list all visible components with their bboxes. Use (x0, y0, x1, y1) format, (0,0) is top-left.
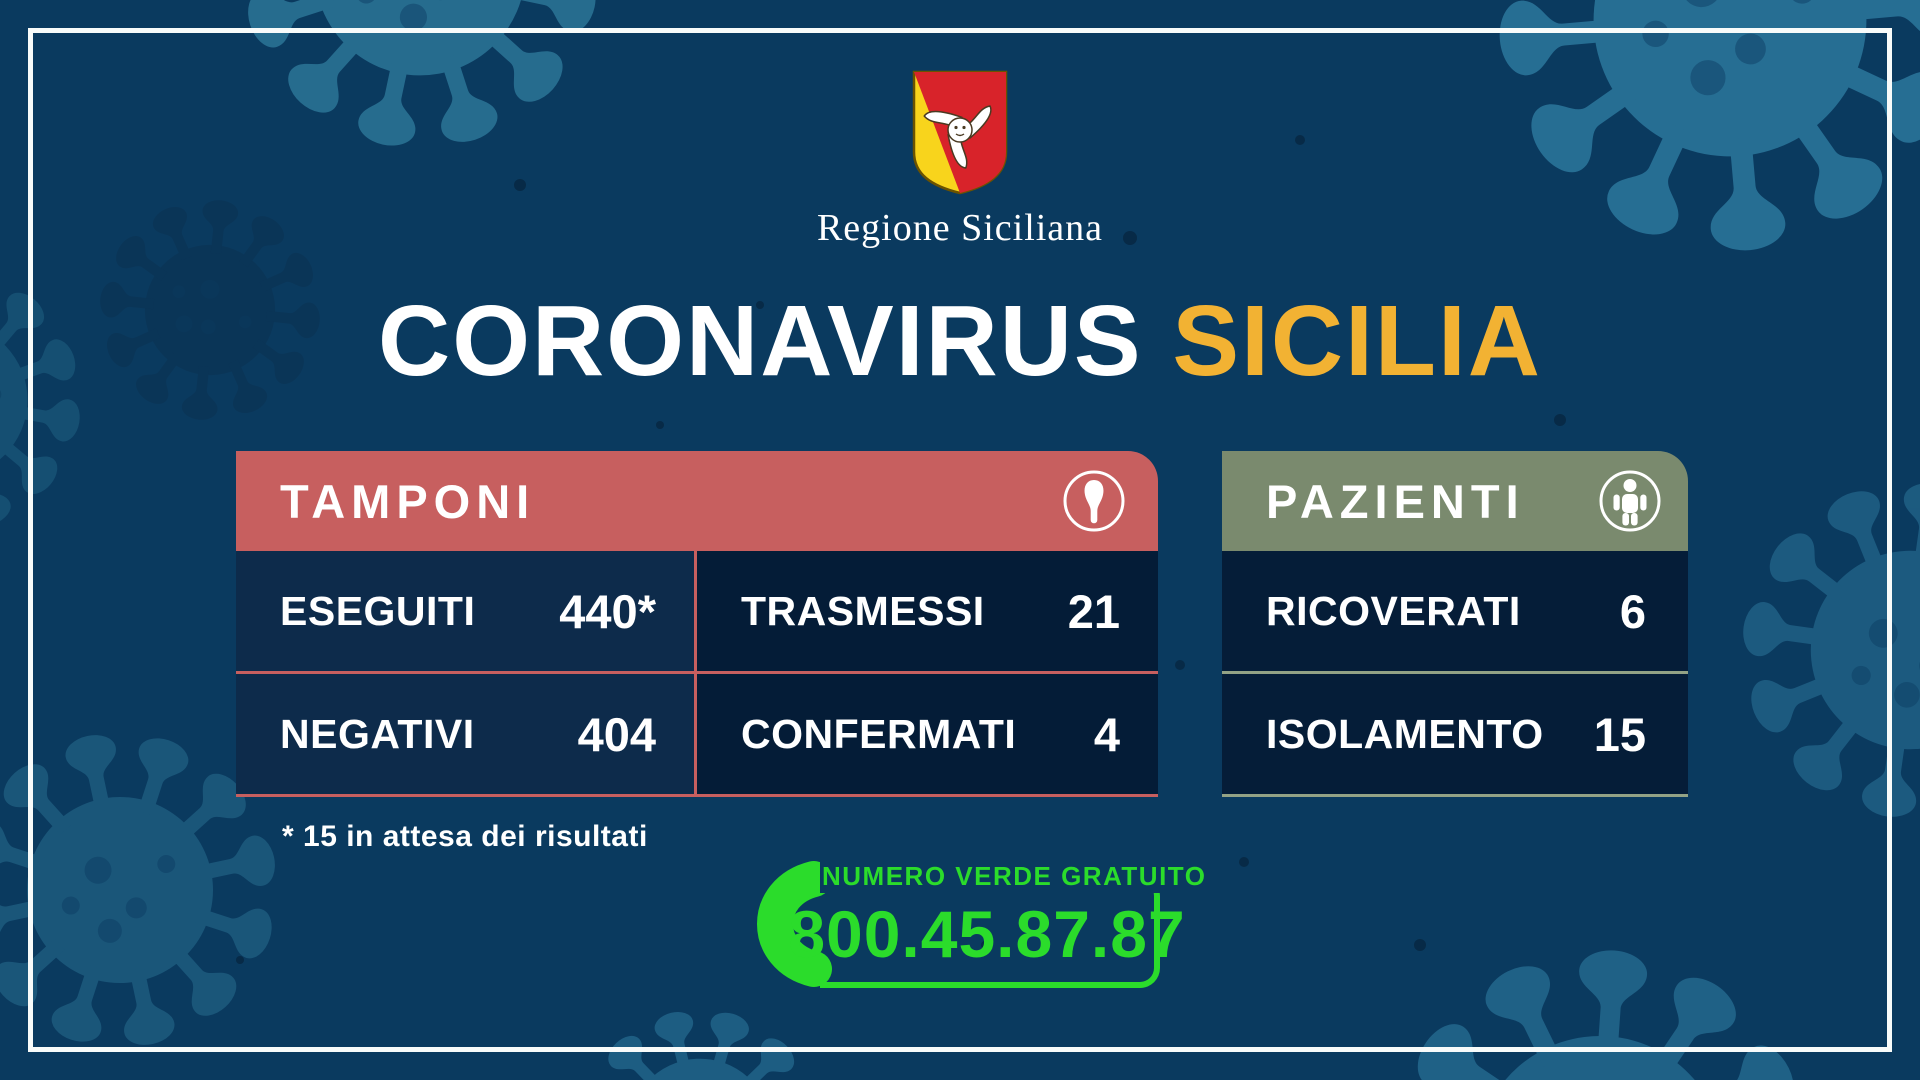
table-row-isolamento: ISOLAMENTO 15 (1222, 674, 1688, 797)
cell-label: ISOLAMENTO (1266, 710, 1544, 757)
pazienti-card: PAZIENTI RICOVERATI 6 ISOLAMENTO (1222, 451, 1688, 797)
swab-icon (1063, 470, 1125, 532)
page-title: CORONAVIRUS SICILIA (0, 284, 1920, 399)
cell-label: RICOVERATI (1266, 587, 1521, 634)
pazienti-table: RICOVERATI 6 ISOLAMENTO 15 (1222, 551, 1688, 797)
cell-value: 21 (1067, 584, 1120, 638)
cell-value: 15 (1593, 707, 1646, 761)
tamponi-header-label: TAMPONI (280, 474, 536, 528)
hotline-label: NUMERO VERDE GRATUITO (820, 859, 1223, 893)
sicily-coat-of-arms-icon (912, 70, 1008, 195)
title-highlight: SICILIA (1172, 285, 1542, 397)
table-cell-negativi: NEGATIVI 404 (236, 674, 697, 797)
logo-caption: Regione Siciliana (816, 207, 1104, 249)
cell-value: 440* (559, 584, 656, 638)
cell-label: ESEGUITI (280, 587, 476, 634)
hotline-number: 800.45.87.87 (788, 897, 1186, 971)
table-cell-confermati: CONFERMATI 4 (697, 674, 1158, 797)
region-logo-block: Regione Siciliana (0, 68, 1920, 250)
cell-label: NEGATIVI (280, 710, 475, 757)
cell-value: 4 (1093, 707, 1120, 761)
tamponi-card: TAMPONI ESEGUITI 440* TRASMESSI 21 NEGAT… (236, 451, 1158, 797)
pazienti-card-header: PAZIENTI (1222, 451, 1688, 551)
table-row-ricoverati: RICOVERATI 6 (1222, 551, 1688, 674)
footnote: * 15 in attesa dei risultati (282, 820, 648, 853)
cell-label: CONFERMATI (741, 710, 1017, 757)
pazienti-header-label: PAZIENTI (1266, 474, 1525, 528)
hotline-block: NUMERO VERDE GRATUITO 800.45.87.87 (750, 859, 1223, 988)
table-cell-eseguiti: ESEGUITI 440* (236, 551, 697, 674)
table-cell-trasmessi: TRASMESSI 21 (697, 551, 1158, 674)
cell-value: 6 (1619, 584, 1646, 638)
cell-value: 404 (577, 707, 656, 761)
tamponi-card-header: TAMPONI (236, 451, 1158, 551)
patient-icon (1599, 470, 1661, 532)
tamponi-table: ESEGUITI 440* TRASMESSI 21 NEGATIVI 404 … (236, 551, 1158, 797)
cell-label: TRASMESSI (741, 587, 985, 634)
title-main: CORONAVIRUS (378, 285, 1173, 397)
phone-icon (757, 861, 832, 987)
hotline-number-box: NUMERO VERDE GRATUITO 800.45.87.87 (788, 859, 1223, 988)
